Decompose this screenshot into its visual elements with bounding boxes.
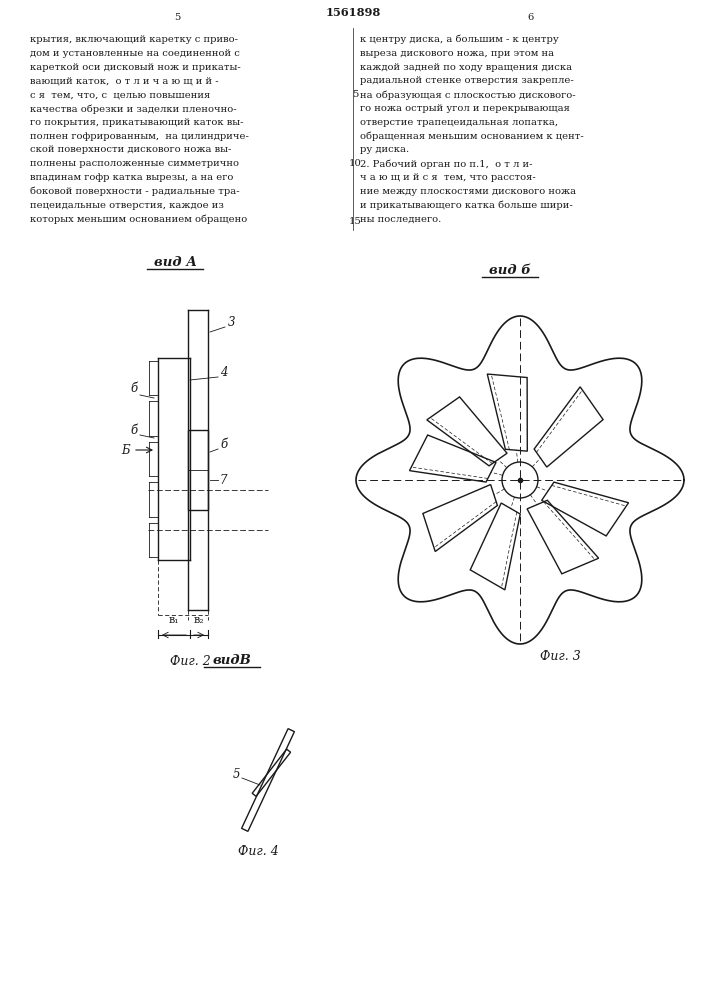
Text: вид б: вид б — [489, 263, 531, 276]
Text: полнены расположенные симметрично: полнены расположенные симметрично — [30, 159, 239, 168]
Text: 4: 4 — [220, 365, 228, 378]
Text: го ножа острый угол и перекрывающая: го ножа острый угол и перекрывающая — [360, 104, 570, 113]
Bar — [188, 430, 208, 510]
Text: отверстие трапецеидальная лопатка,: отверстие трапецеидальная лопатка, — [360, 118, 558, 127]
Text: ние между плоскостями дискового ножа: ние между плоскостями дискового ножа — [360, 187, 576, 196]
Text: 5: 5 — [233, 768, 240, 782]
Text: го покрытия, прикатывающий каток вы-: го покрытия, прикатывающий каток вы- — [30, 118, 243, 127]
Text: выреза дискового ножа, при этом на: выреза дискового ножа, при этом на — [360, 49, 554, 58]
Text: ской поверхности дискового ножа вы-: ской поверхности дискового ножа вы- — [30, 145, 231, 154]
Text: 10: 10 — [349, 159, 361, 168]
Text: 1561898: 1561898 — [325, 6, 380, 17]
Text: в₁: в₁ — [169, 615, 180, 625]
Text: ны последнего.: ны последнего. — [360, 214, 441, 223]
Text: 7: 7 — [220, 474, 228, 487]
Text: вид А: вид А — [153, 255, 197, 268]
Text: радиальной стенке отверстия закрепле-: радиальной стенке отверстия закрепле- — [360, 76, 574, 85]
Text: б: б — [220, 438, 227, 452]
Text: которых меньшим основанием обращено: которых меньшим основанием обращено — [30, 214, 247, 224]
Text: на образующая с плоскостью дискового-: на образующая с плоскостью дискового- — [360, 90, 575, 100]
Text: и прикатывающего катка больше шири-: и прикатывающего катка больше шири- — [360, 201, 573, 210]
Text: 3: 3 — [228, 316, 235, 328]
Text: к центру диска, а большим - к центру: к центру диска, а большим - к центру — [360, 35, 559, 44]
Text: б: б — [131, 424, 138, 436]
Text: 15: 15 — [349, 217, 361, 226]
Text: боковой поверхности - радиальные тра-: боковой поверхности - радиальные тра- — [30, 187, 240, 196]
Text: видВ: видВ — [213, 654, 252, 666]
Text: впадинам гофр катка вырезы, а на его: впадинам гофр катка вырезы, а на его — [30, 173, 233, 182]
Text: пецеидальные отверстия, каждое из: пецеидальные отверстия, каждое из — [30, 201, 224, 210]
Text: кареткой оси дисковый нож и прикаты-: кареткой оси дисковый нож и прикаты- — [30, 63, 241, 72]
Text: б: б — [131, 381, 138, 394]
Text: качества обрезки и заделки пленочно-: качества обрезки и заделки пленочно- — [30, 104, 237, 113]
Text: ч а ю щ и й с я  тем, что расстоя-: ч а ю щ и й с я тем, что расстоя- — [360, 173, 536, 182]
Text: Фиг. 2: Фиг. 2 — [170, 655, 211, 668]
Text: Фиг. 4: Фиг. 4 — [238, 845, 279, 858]
Text: с я  тем, что, с  целью повышения: с я тем, что, с целью повышения — [30, 90, 210, 99]
Text: в₂: в₂ — [194, 615, 204, 625]
Text: 2. Рабочий орган по п.1,  о т л и-: 2. Рабочий орган по п.1, о т л и- — [360, 159, 532, 169]
Text: дом и установленные на соединенной с: дом и установленные на соединенной с — [30, 49, 240, 58]
Text: 6: 6 — [527, 13, 533, 22]
Text: каждой задней по ходу вращения диска: каждой задней по ходу вращения диска — [360, 63, 572, 72]
Text: 5: 5 — [352, 90, 358, 99]
Text: 5: 5 — [174, 13, 180, 22]
Text: крытия, включающий каретку с приво-: крытия, включающий каретку с приво- — [30, 35, 238, 44]
Text: Б: Б — [122, 444, 130, 456]
Text: вающий каток,  о т л и ч а ю щ и й -: вающий каток, о т л и ч а ю щ и й - — [30, 76, 218, 85]
Text: ру диска.: ру диска. — [360, 145, 409, 154]
Text: обращенная меньшим основанием к цент-: обращенная меньшим основанием к цент- — [360, 132, 584, 141]
Text: Фиг. 3: Фиг. 3 — [539, 650, 580, 663]
Text: полнен гофрированным,  на цилиндриче-: полнен гофрированным, на цилиндриче- — [30, 132, 249, 141]
